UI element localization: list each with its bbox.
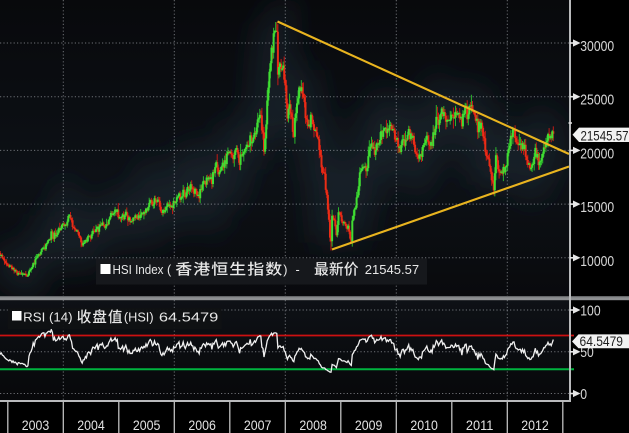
svg-text:2011: 2011: [466, 418, 494, 433]
svg-text:2012: 2012: [521, 418, 549, 433]
svg-text:64.5479: 64.5479: [580, 334, 624, 349]
svg-text:30000: 30000: [580, 39, 614, 55]
svg-text:25000: 25000: [580, 93, 614, 109]
svg-text:2005: 2005: [133, 418, 161, 433]
svg-text:2004: 2004: [77, 418, 105, 433]
svg-text:RSI (14): RSI (14): [23, 311, 72, 325]
svg-text:HSI Index: HSI Index: [113, 263, 165, 277]
svg-text:2006: 2006: [188, 418, 216, 433]
svg-text:(HSI): (HSI): [124, 311, 154, 325]
svg-text:): ): [283, 263, 287, 277]
svg-text:2009: 2009: [355, 418, 383, 433]
svg-text:2010: 2010: [410, 418, 438, 433]
svg-text:2008: 2008: [299, 418, 327, 433]
svg-text:2003: 2003: [22, 418, 50, 433]
svg-text:64.5479: 64.5479: [159, 310, 218, 325]
svg-text:20000: 20000: [580, 146, 614, 162]
svg-text:21545.57: 21545.57: [365, 262, 419, 277]
svg-text:2007: 2007: [244, 418, 272, 433]
svg-text:(: (: [167, 263, 172, 277]
svg-text:100: 100: [580, 303, 600, 319]
svg-text:50: 50: [580, 345, 594, 361]
svg-text:0: 0: [580, 387, 587, 403]
svg-text:15000: 15000: [580, 200, 614, 216]
svg-text:10000: 10000: [580, 254, 614, 270]
svg-text:-: -: [296, 263, 300, 277]
svg-text:21545.57: 21545.57: [581, 129, 629, 144]
